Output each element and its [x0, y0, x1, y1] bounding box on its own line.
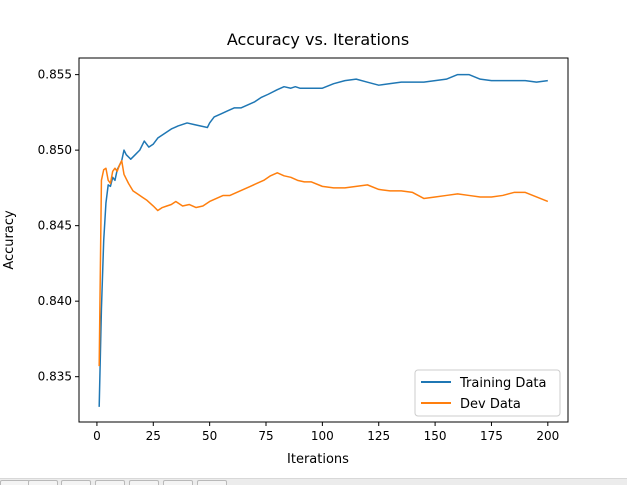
legend-label-training-data: Training Data: [459, 376, 546, 391]
save-figure-button[interactable]: [197, 480, 227, 485]
x-tick-label: 175: [480, 429, 503, 443]
pan-button[interactable]: [95, 480, 125, 485]
legend-label-dev-data: Dev Data: [460, 397, 521, 412]
series-line-dev-data: [98, 159, 549, 367]
y-tick-label: 0.835: [38, 370, 72, 384]
y-tick-label: 0.845: [38, 219, 72, 233]
figure-toolbar: [0, 478, 627, 485]
back-button[interactable]: [28, 480, 58, 485]
x-tick-label: 75: [258, 429, 273, 443]
series-line-training-data: [98, 73, 548, 407]
plot-area-frame: [78, 57, 569, 423]
x-axis-label: Iterations: [287, 452, 349, 467]
x-tick-label: 125: [367, 429, 390, 443]
configure-subplots-button[interactable]: [163, 480, 193, 485]
y-tick-label: 0.840: [38, 294, 72, 308]
x-tick-label: 150: [424, 429, 447, 443]
x-tick-label: 100: [311, 429, 334, 443]
x-tick-label: 25: [146, 429, 161, 443]
home-button[interactable]: [0, 480, 30, 485]
zoom-button[interactable]: [129, 480, 159, 485]
x-tick-label: 200: [536, 429, 559, 443]
y-tick-label: 0.855: [38, 68, 72, 82]
x-tick-label: 50: [202, 429, 217, 443]
x-tick-label: 0: [93, 429, 101, 443]
y-tick-label: 0.850: [38, 143, 72, 157]
legend-frame: [414, 369, 561, 417]
forward-button[interactable]: [61, 480, 91, 485]
y-axis-label: Accuracy: [2, 210, 17, 270]
chart-legend: Training Data Dev Data: [414, 369, 561, 417]
chart-title: Accuracy vs. Iterations: [227, 30, 409, 49]
